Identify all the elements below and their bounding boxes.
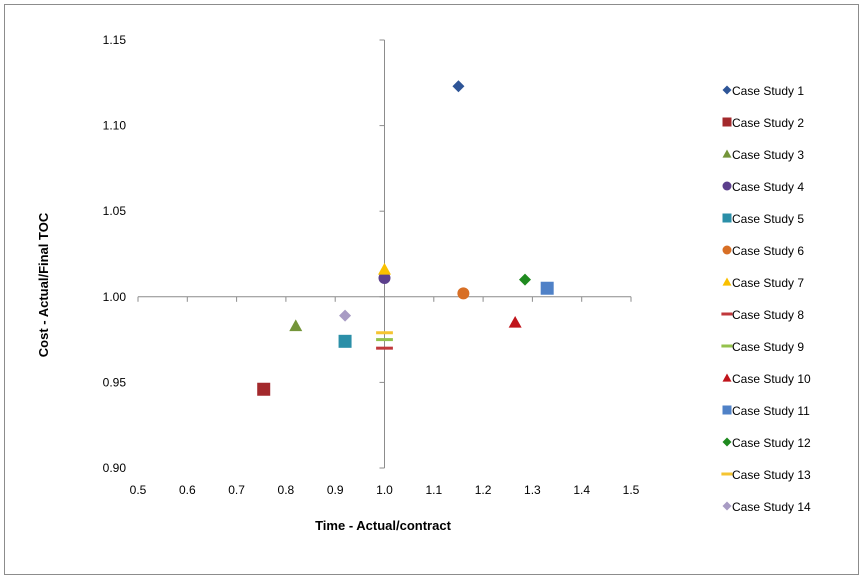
axes: 0.5 0.6 0.7 0.8 0.9 1.0 1.1 1.2 1.3 1.4 1.5 0.90 0.9…: [103, 33, 640, 497]
x-tick-label: 1.3: [524, 483, 541, 497]
legend-item: Case Study 3: [722, 148, 804, 162]
legend-label: Case Study 6: [732, 244, 804, 258]
legend-marker: [722, 277, 732, 286]
y-tick-label: 1.10: [103, 119, 127, 133]
x-tick-label: 1.5: [623, 483, 640, 497]
legend-marker: [722, 181, 732, 191]
x-tick-label: 0.8: [278, 483, 295, 497]
legend-label: Case Study 14: [732, 500, 811, 514]
y-tick-label: 1.05: [103, 204, 127, 218]
legend-label: Case Study 13: [732, 468, 811, 482]
legend-item: Case Study 1: [722, 84, 804, 98]
data-point-case-study-12: [519, 273, 532, 286]
legend-marker: [721, 312, 733, 316]
chart-frame: [4, 4, 859, 575]
data-point-case-study-5: [338, 334, 352, 348]
y-tick-label: 1.15: [103, 33, 127, 47]
legend-label: Case Study 8: [732, 308, 804, 322]
legend-item: Case Study 5: [722, 212, 804, 226]
data-points: [257, 80, 554, 396]
data-point-case-study-3: [289, 319, 303, 332]
legend-marker: [722, 437, 732, 447]
x-tick-label: 0.7: [228, 483, 245, 497]
y-axis-label: Cost - Actual/Final TOC: [36, 212, 51, 357]
y-tick-label: 0.90: [103, 461, 127, 475]
x-tick-label: 0.5: [130, 483, 147, 497]
data-point-case-study-14: [339, 309, 352, 322]
data-point-case-study-9: [376, 338, 393, 342]
legend-item: Case Study 10: [722, 372, 811, 386]
legend-label: Case Study 7: [732, 276, 804, 290]
data-point-case-study-4: [378, 271, 391, 284]
legend-marker: [721, 344, 733, 348]
legend-label: Case Study 9: [732, 340, 804, 354]
data-point-case-study-13: [376, 331, 393, 335]
legend-label: Case Study 4: [732, 180, 804, 194]
legend-item: Case Study 9: [721, 340, 804, 354]
legend-marker: [722, 85, 732, 95]
x-tick-label: 1.0: [376, 483, 393, 497]
legend-marker: [722, 149, 732, 158]
x-tick-label: 1.4: [573, 483, 590, 497]
legend-label: Case Study 10: [732, 372, 811, 386]
legend-item: Case Study 6: [722, 244, 804, 258]
legend-item: Case Study 8: [721, 308, 804, 322]
legend-item: Case Study 7: [722, 276, 804, 290]
data-point-case-study-7: [378, 262, 391, 275]
legend-label: Case Study 11: [732, 404, 810, 418]
data-point-case-study-6: [457, 287, 470, 300]
y-tick-label: 1.00: [103, 290, 127, 304]
legend-item: Case Study 2: [722, 116, 804, 130]
y-tick-label: 0.95: [103, 375, 127, 389]
data-point-case-study-1: [452, 80, 465, 93]
legend-marker: [722, 245, 732, 255]
data-point-case-study-2: [257, 382, 271, 396]
legend-item: Case Study 12: [722, 436, 811, 450]
data-point-case-study-8: [376, 346, 393, 350]
x-tick-label: 1.1: [425, 483, 442, 497]
x-tick-label: 1.2: [475, 483, 492, 497]
legend-item: Case Study 14: [722, 500, 811, 514]
legend-label: Case Study 1: [732, 84, 804, 98]
data-point-case-study-10: [508, 315, 522, 328]
legend-label: Case Study 5: [732, 212, 804, 226]
legend-marker: [722, 405, 732, 415]
data-point-case-study-11: [540, 281, 554, 295]
x-tick-label: 0.6: [179, 483, 196, 497]
legend: Case Study 1 Case Study 2 Case Study 3 Case…: [721, 84, 811, 514]
legend-marker: [722, 501, 732, 511]
legend-item: Case Study 4: [722, 180, 804, 194]
legend-marker: [721, 472, 733, 476]
legend-label: Case Study 2: [732, 116, 804, 130]
x-axis-label: Time - Actual/contract: [315, 518, 451, 533]
legend-label: Case Study 3: [732, 148, 804, 162]
legend-marker: [722, 117, 732, 127]
x-tick-label: 0.9: [327, 483, 344, 497]
legend-item: Case Study 11: [722, 404, 810, 418]
legend-marker: [722, 373, 732, 382]
legend-marker: [722, 213, 732, 223]
legend-label: Case Study 12: [732, 436, 811, 450]
legend-item: Case Study 13: [721, 468, 811, 482]
